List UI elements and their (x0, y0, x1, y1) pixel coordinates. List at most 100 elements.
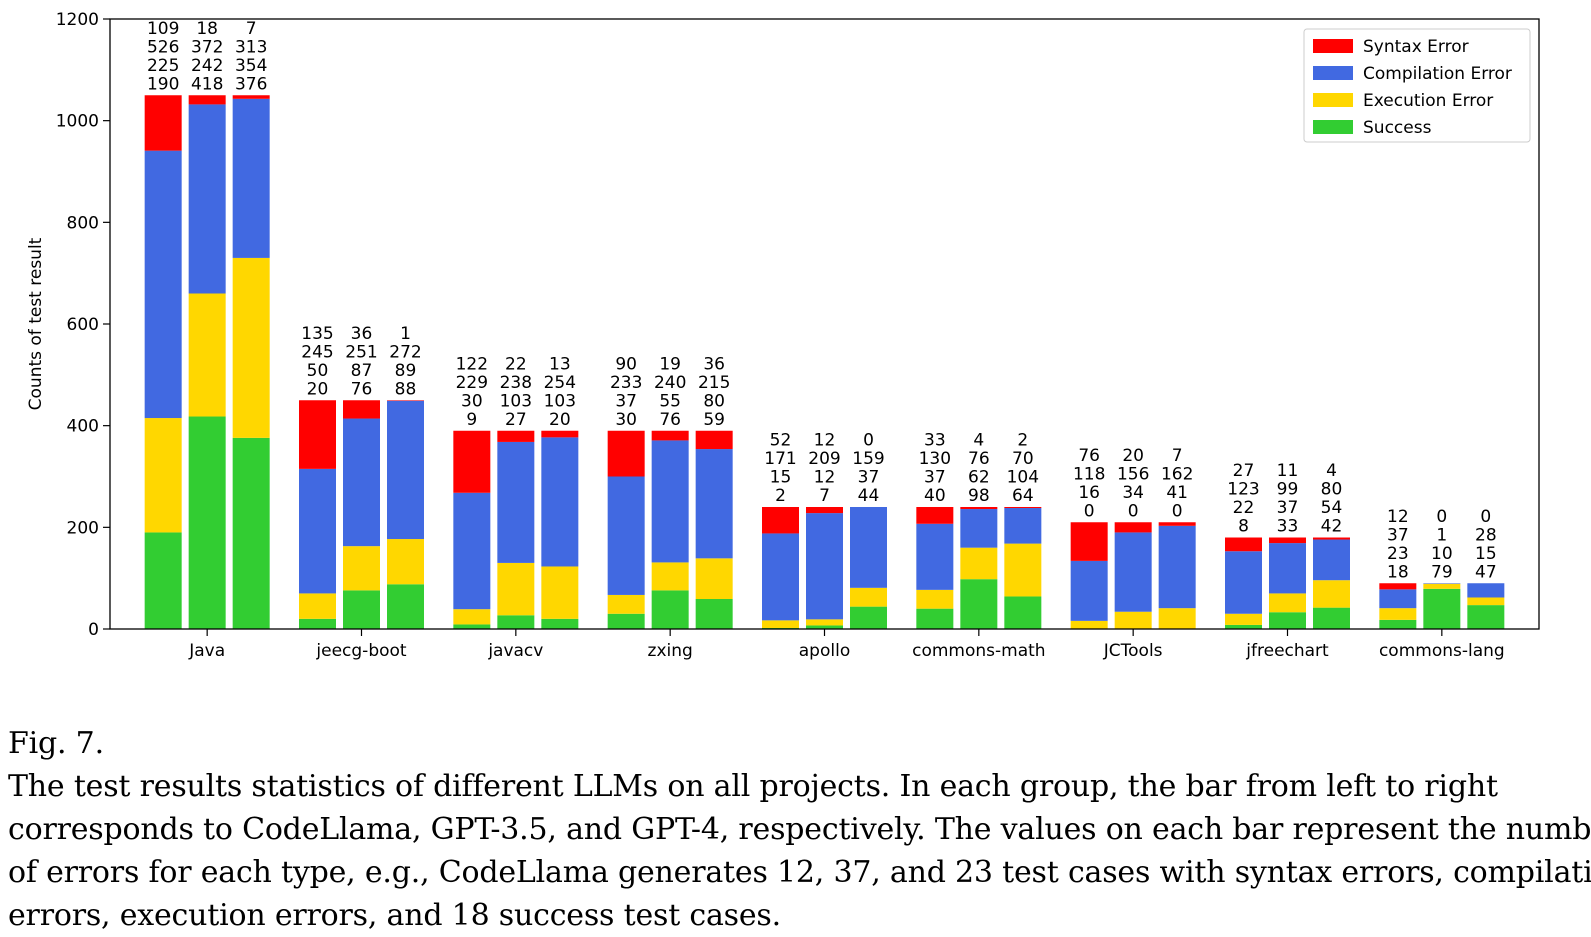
bar-value-label: 13 (549, 354, 571, 374)
bar-value-label: 1 (1436, 525, 1447, 545)
bar-segment-success (343, 590, 380, 629)
bar-segment-execution-error (1379, 608, 1417, 620)
bar-segment-execution-error (651, 562, 689, 591)
bar-segment-syntax-error (1070, 522, 1108, 561)
bar-value-label: 76 (968, 449, 990, 469)
bar-segment-syntax-error (1158, 522, 1196, 526)
bar-value-label: 40 (924, 486, 946, 506)
figure-label: Fig. 7. (8, 726, 104, 761)
bar-value-label: 12 (814, 431, 836, 451)
bar-segment-syntax-error (916, 507, 954, 524)
bar-segment-syntax-error (1313, 537, 1350, 540)
bar-segment-compilation-error (960, 509, 998, 548)
bar-segment-syntax-error (1004, 507, 1042, 509)
legend-label: Execution Error (1363, 91, 1493, 111)
bar-value-label: 55 (659, 391, 681, 411)
bar-segment-execution-error (497, 562, 535, 616)
bar-segment-success (806, 625, 843, 629)
bar-segment-compilation-error (232, 98, 270, 258)
bar-segment-syntax-error (541, 430, 579, 438)
bar-value-label: 76 (1078, 446, 1100, 466)
bar-segment-success (232, 437, 270, 629)
x-tick-label: JCTools (1103, 641, 1163, 661)
bar-segment-compilation-error (762, 533, 799, 621)
chart-legend: Syntax Error Compilation Error Execution E… (1303, 28, 1531, 143)
bar-segment-execution-error (232, 257, 270, 438)
figure-caption: Fig. 7. The test results statistics of di… (8, 722, 1591, 937)
bar-value-label: 33 (924, 431, 946, 451)
bar-value-label: 76 (659, 410, 681, 430)
bar-value-label: 162 (1161, 464, 1193, 484)
bar-value-label: 9 (466, 410, 477, 430)
bar-segment-success (188, 416, 226, 629)
bar-value-label: 159 (852, 449, 884, 469)
bar-segment-success (607, 613, 645, 629)
caption-line-4: errors, execution errors, and 18 success… (8, 898, 781, 933)
bar-value-label: 98 (968, 486, 990, 506)
bar-segment-syntax-error (299, 400, 336, 469)
bar-segment-syntax-error (1269, 537, 1306, 544)
legend-swatch (1313, 120, 1353, 134)
x-tick-label: Java (188, 641, 225, 661)
bar-segment-syntax-error (1225, 537, 1262, 552)
bar-value-label: 272 (389, 342, 421, 362)
bar-value-label: 2 (1017, 431, 1028, 451)
bar-value-label: 88 (395, 379, 417, 399)
bar-segment-compilation-error (695, 449, 733, 559)
bar-segment-execution-error (188, 293, 226, 417)
bar-segment-compilation-error (1004, 508, 1042, 544)
caption-line-2: corresponds to CodeLlama, GPT-3.5, and G… (8, 812, 1591, 847)
bar-segment-execution-error (960, 547, 998, 580)
bar-value-label: 12 (1387, 507, 1409, 527)
x-tick-label: jfreechart (1245, 641, 1329, 661)
bar-segment-syntax-error (1114, 522, 1152, 533)
y-tick-label: 800 (67, 213, 99, 233)
bar-segment-execution-error (695, 558, 733, 600)
bar-value-label: 80 (1321, 480, 1343, 500)
bar-value-label: 54 (1321, 498, 1343, 518)
x-tick-label: jeecg-boot (315, 641, 407, 661)
y-tick-label: 1000 (56, 112, 99, 132)
bar-segment-syntax-error (651, 430, 689, 441)
bar-segment-execution-error (299, 593, 336, 619)
bar-segment-execution-error (1158, 608, 1196, 629)
bar-segment-compilation-error (1313, 539, 1350, 581)
bar-value-label: 18 (1387, 562, 1409, 582)
y-tick-label: 200 (67, 518, 99, 538)
bar-segment-execution-error (762, 620, 799, 628)
bar-value-label: 7 (246, 19, 257, 39)
bar-value-label: 225 (147, 56, 179, 76)
bar-value-label: 0 (1172, 501, 1183, 521)
bar-segment-compilation-error (1225, 551, 1262, 614)
bar-segment-success (453, 624, 491, 629)
bar-segment-syntax-error (762, 507, 799, 534)
bar-value-label: 59 (703, 410, 725, 430)
bar-value-label: 18 (196, 19, 218, 39)
bar-value-label: 42 (1321, 517, 1343, 537)
bar-value-label: 89 (395, 361, 417, 381)
bar-value-label: 33 (1277, 517, 1299, 537)
bar-segment-execution-error (1225, 613, 1262, 625)
bar-segment-success (1467, 605, 1505, 629)
bar-segment-syntax-error (232, 95, 270, 99)
bar-value-label: 229 (456, 373, 488, 393)
y-tick-label: 600 (67, 315, 99, 335)
bar-segment-execution-error (916, 589, 954, 609)
bar-segment-syntax-error (144, 95, 182, 151)
bar-value-label: 123 (1227, 480, 1259, 500)
bar-value-label: 130 (919, 449, 951, 469)
bar-value-label: 41 (1166, 483, 1188, 503)
bar-segment-success (695, 599, 733, 629)
bar-segment-execution-error (343, 546, 380, 591)
bar-value-label: 12 (814, 468, 836, 488)
bar-value-label: 87 (351, 361, 373, 381)
bar-value-label: 28 (1475, 525, 1497, 545)
bar-value-label: 526 (147, 37, 179, 57)
bar-value-label: 418 (191, 74, 223, 94)
bar-segment-success (1004, 596, 1042, 629)
bar-value-label: 20 (1122, 446, 1144, 466)
y-axis-label: Counts of test result (26, 237, 46, 410)
x-tick-label: apollo (799, 641, 850, 661)
bar-value-label: 0 (1084, 501, 1095, 521)
